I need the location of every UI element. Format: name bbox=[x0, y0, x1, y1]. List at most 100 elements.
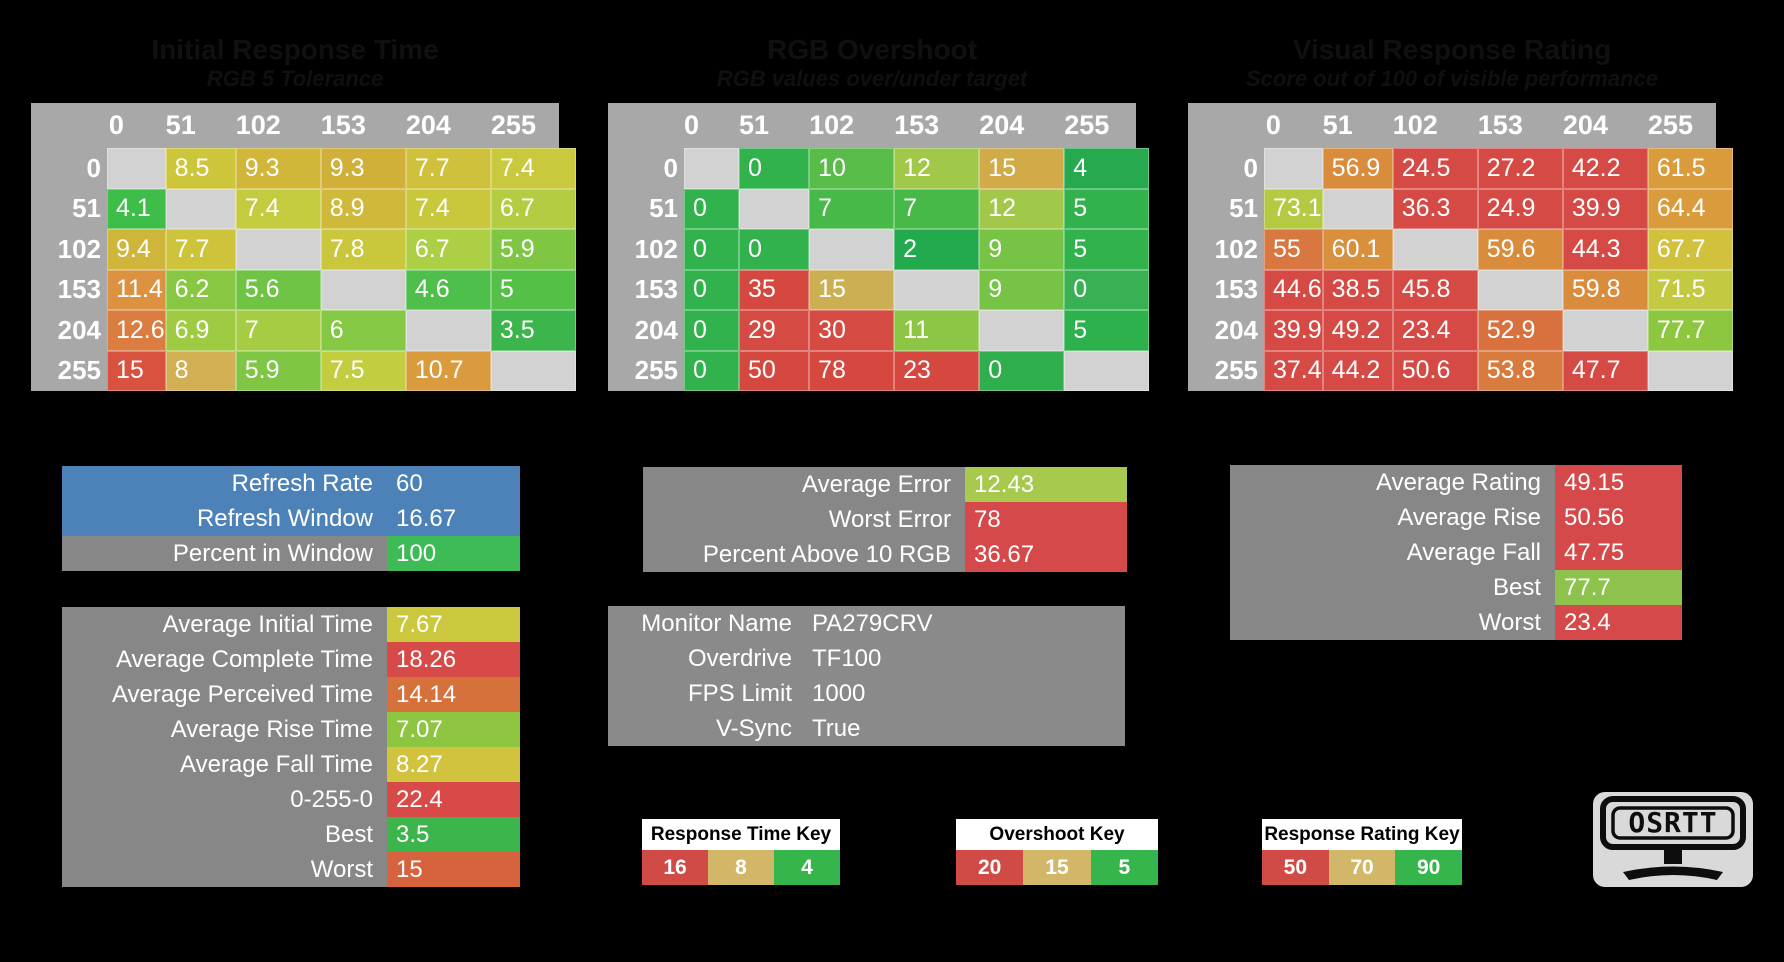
heatmap-cell: 59.8 bbox=[1562, 269, 1648, 310]
panel-row-value: 49.15 bbox=[1555, 465, 1682, 500]
heatmap-cell: 39.9 bbox=[1264, 310, 1323, 351]
key-title: Overshoot Key bbox=[956, 819, 1158, 850]
row-header: 51 bbox=[649, 193, 678, 224]
col-header: 255 bbox=[1064, 110, 1110, 140]
subtitle-text: Score out of 100 of visible performance bbox=[1245, 66, 1658, 91]
heatmap-cell: 38.5 bbox=[1322, 269, 1393, 310]
heatmap-cell bbox=[1322, 188, 1393, 229]
heatmap-cell: 12.6 bbox=[107, 310, 166, 351]
heatmap-cell: 7.4 bbox=[235, 188, 321, 229]
key-cell: 8 bbox=[708, 850, 774, 885]
heatmap-cell bbox=[979, 310, 1065, 351]
heatmap-cell: 78 bbox=[809, 350, 895, 391]
heatmap-cell: 56.9 bbox=[1322, 148, 1393, 189]
col-header: 0 bbox=[108, 110, 124, 140]
heatmap-cell: 77.7 bbox=[1647, 310, 1733, 351]
row-header: 0 bbox=[663, 152, 678, 183]
heatmap-cell: 0 bbox=[684, 229, 740, 270]
panel-row-value: 8.27 bbox=[387, 747, 520, 782]
panel-row: Average Fall 47.75 bbox=[1230, 535, 1682, 570]
panel-row-value: 50.56 bbox=[1555, 500, 1682, 535]
heatmap-cell: 5 bbox=[1064, 188, 1150, 229]
heatmap-cell: 9.3 bbox=[235, 148, 321, 189]
heatmap-cell: 55 bbox=[1264, 229, 1323, 270]
heatmap-cell: 6.2 bbox=[165, 269, 236, 310]
panel-row: Worst Error 78 bbox=[643, 502, 1127, 537]
panel-row-value: 23.4 bbox=[1555, 605, 1682, 640]
heatmap-corner bbox=[1188, 103, 1264, 148]
row-header: 255 bbox=[57, 355, 101, 386]
heatmap-cell: 36.3 bbox=[1392, 188, 1478, 229]
col-header: 204 bbox=[405, 110, 451, 140]
heatmap-cell: 5.9 bbox=[490, 229, 576, 270]
key-cell: 50 bbox=[1262, 850, 1329, 885]
panel-row: Refresh Window 16.67 bbox=[62, 501, 520, 536]
heatmap-cell bbox=[1647, 350, 1733, 391]
heatmap-cell bbox=[1392, 229, 1478, 270]
heatmap-cell bbox=[320, 269, 406, 310]
panel-row-value: 12.43 bbox=[965, 467, 1127, 502]
panel-row-label: Average Complete Time bbox=[115, 645, 373, 673]
heatmap-visual-response-rating: 0 51 102 153 204 255 0 56.9 24.5 27.2 42.2 61.5 51 73… bbox=[1188, 103, 1733, 391]
heatmap-cell: 53.8 bbox=[1477, 350, 1563, 391]
heatmap-cell: 8.9 bbox=[320, 188, 406, 229]
row-header: 153 bbox=[1214, 274, 1258, 305]
row-header: 102 bbox=[57, 233, 101, 264]
heatmap-cell: 9 bbox=[979, 229, 1065, 270]
panel-response-times: Average Initial Time 7.67 Average Complete… bbox=[62, 607, 520, 887]
panel-row-value: TF100 bbox=[812, 644, 882, 672]
heatmap-cell: 5 bbox=[490, 269, 576, 310]
panel-row-label: Average Rise Time bbox=[170, 715, 373, 743]
heatmap-cell: 7.5 bbox=[320, 350, 406, 391]
heatmap-corner bbox=[31, 103, 107, 148]
heatmap-cell: 67.7 bbox=[1647, 229, 1733, 270]
heatmap-cell: 15 bbox=[107, 350, 166, 391]
heatmap-cell: 7.4 bbox=[405, 188, 491, 229]
col-header: 51 bbox=[739, 110, 770, 140]
col-header: 153 bbox=[894, 110, 940, 140]
heatmap-cell: 24.5 bbox=[1392, 148, 1478, 189]
heatmap-cell: 11.4 bbox=[107, 269, 166, 310]
heatmap-cell: 6.7 bbox=[405, 229, 491, 270]
panel-row-value: 16.67 bbox=[396, 504, 457, 532]
key-cell: 20 bbox=[956, 850, 1024, 885]
heatmap-cell bbox=[1477, 269, 1563, 310]
row-header: 204 bbox=[57, 314, 101, 345]
panel-row-value: 100 bbox=[387, 536, 520, 571]
heatmap-cell: 59.6 bbox=[1477, 229, 1563, 270]
heatmap-cell bbox=[490, 350, 576, 391]
panel-row-value: 7.07 bbox=[387, 712, 520, 747]
heatmap-title-visual-response-rating: Visual Response Rating Score out of 100 … bbox=[1188, 34, 1716, 92]
heatmap-cell: 8.5 bbox=[165, 148, 236, 189]
heatmap-cell: 6.7 bbox=[490, 188, 576, 229]
col-header: 0 bbox=[684, 110, 700, 140]
key-cell: 5 bbox=[1090, 850, 1158, 885]
heatmap-cell bbox=[405, 310, 491, 351]
panel-row-value: 77.7 bbox=[1555, 570, 1682, 605]
panel-row-value: 36.67 bbox=[965, 537, 1127, 572]
panel-row-value: 78 bbox=[965, 502, 1127, 537]
heatmap-cell: 12 bbox=[894, 148, 980, 189]
heatmap-cell: 50 bbox=[739, 350, 810, 391]
heatmap-cell: 6.9 bbox=[165, 310, 236, 351]
heatmap-cell: 29 bbox=[739, 310, 810, 351]
panel-row-value: 1000 bbox=[812, 679, 866, 707]
row-header: 51 bbox=[72, 193, 101, 224]
panel-row-label: Percent in Window bbox=[172, 539, 373, 567]
panel-row-value: 22.4 bbox=[387, 782, 520, 817]
heatmap-cell: 0 bbox=[739, 229, 810, 270]
col-header: 204 bbox=[979, 110, 1025, 140]
panel-row-value: 15 bbox=[387, 852, 520, 887]
panel-row: Worst 23.4 bbox=[1230, 605, 1682, 640]
heatmap-cell: 4 bbox=[1064, 148, 1150, 189]
panel-row: Average Error 12.43 bbox=[643, 467, 1127, 502]
heatmap-cell: 37.4 bbox=[1264, 350, 1323, 391]
heatmap-cell: 44.2 bbox=[1322, 350, 1393, 391]
heatmap-cell: 0 bbox=[684, 310, 740, 351]
heatmap-cell: 44.3 bbox=[1562, 229, 1648, 270]
panel-row-label: V-Sync bbox=[715, 714, 792, 742]
panel-row-label: Average Fall Time bbox=[180, 750, 373, 778]
heatmap-cell bbox=[165, 188, 236, 229]
col-header: 255 bbox=[490, 110, 536, 140]
heatmap-cell: 27.2 bbox=[1477, 148, 1563, 189]
